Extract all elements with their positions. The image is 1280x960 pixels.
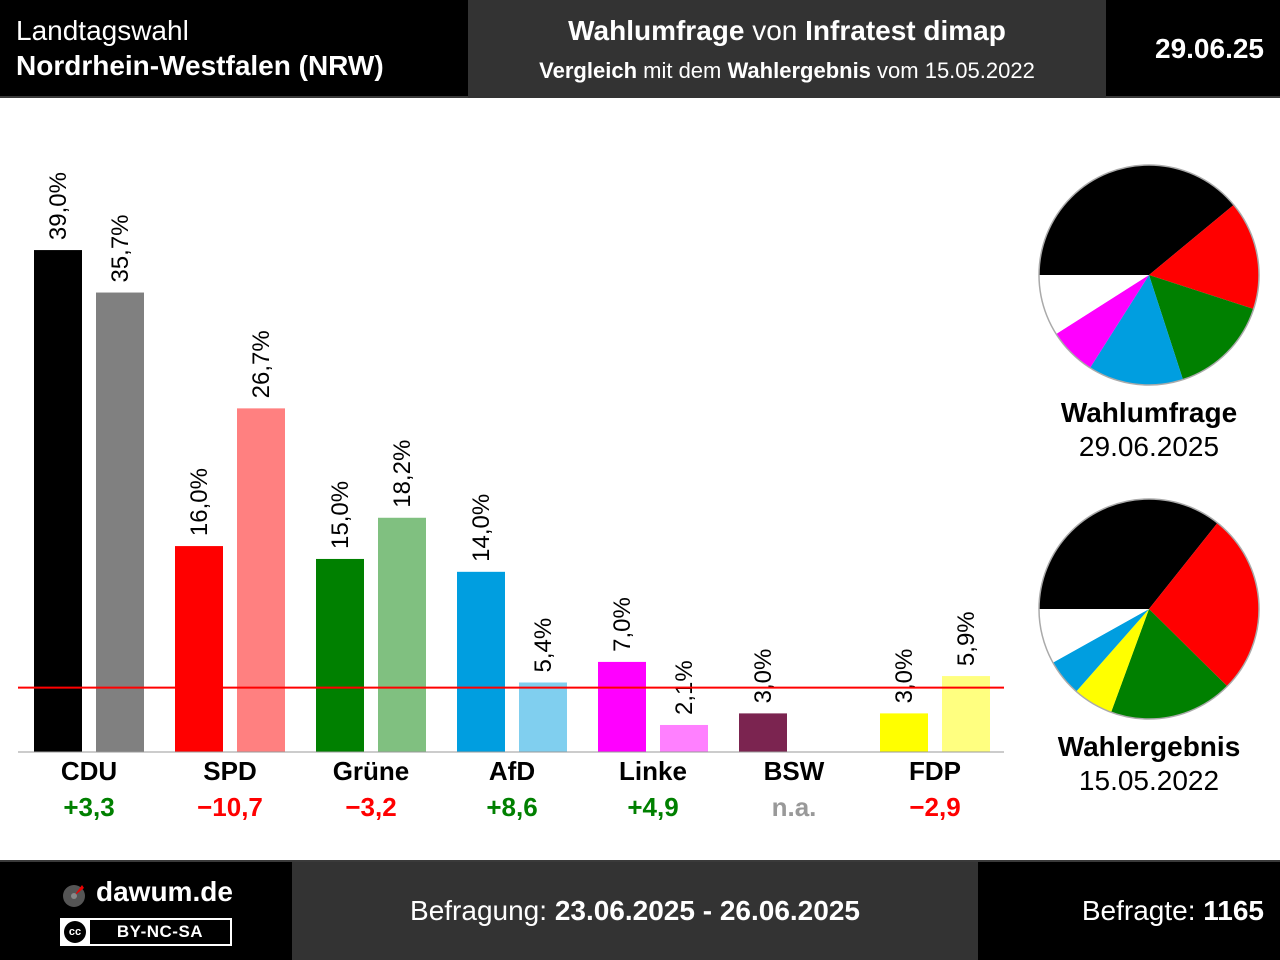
bar-label-gruene-result: 18,2% bbox=[389, 440, 416, 508]
bar-gruene-result bbox=[378, 517, 426, 752]
bar-cdu-poll bbox=[34, 250, 82, 752]
pie-outline-poll bbox=[1038, 164, 1260, 386]
pie-slice-result-afd bbox=[1052, 609, 1149, 692]
bar-label-gruene-poll: 15,0% bbox=[327, 481, 354, 549]
bar-label-cdu-result: 35,7% bbox=[107, 214, 134, 282]
poll-headline: Wahlumfrage von Infratest dimap bbox=[468, 14, 1106, 48]
category-label-bsw: BSW bbox=[764, 756, 825, 786]
bar-fdp-poll bbox=[880, 713, 928, 752]
bar-bsw-poll bbox=[739, 713, 787, 752]
election-region: Nordrhein-Westfalen (NRW) bbox=[16, 50, 384, 81]
footer: dawum.de cc BY-NC-SA Befragung: 23.06.20… bbox=[0, 860, 1280, 960]
license-text: BY-NC-SA bbox=[90, 920, 230, 944]
bar-label-spd-poll: 16,0% bbox=[186, 468, 213, 536]
bar-label-fdp-poll: 3,0% bbox=[891, 649, 918, 704]
pie-date-result: 15.05.2022 bbox=[1078, 765, 1220, 796]
diff-label-spd: −10,7 bbox=[197, 792, 263, 822]
category-label-cdu: CDU bbox=[61, 756, 117, 786]
bar-label-linke-poll: 7,0% bbox=[609, 597, 636, 652]
poll-subline: Vergleich mit dem Wahlergebnis vom 15.05… bbox=[468, 56, 1106, 86]
bar-linke-result bbox=[660, 724, 708, 752]
respondents-label: Befragte: bbox=[1081, 895, 1204, 926]
bar-label-spd-result: 26,7% bbox=[248, 330, 275, 398]
bar-label-afd-poll: 14,0% bbox=[468, 494, 495, 562]
pie-slice-poll-linke bbox=[1056, 275, 1149, 368]
diff-label-bsw: n.a. bbox=[772, 792, 817, 822]
respondents-count: 1165 bbox=[1203, 895, 1264, 926]
pie-slice-poll-spd bbox=[1149, 204, 1259, 309]
bar-chart: 39,0% 35,7% CDU +3,3 16,0% 26,7% SPD −10,7 15,0%… bbox=[18, 172, 1004, 822]
diff-label-fdp: −2,9 bbox=[909, 792, 960, 822]
pie-chart-result bbox=[1038, 498, 1260, 720]
diff-label-cdu: +3,3 bbox=[63, 792, 114, 822]
poll-subline-bold1: Vergleich bbox=[539, 58, 638, 83]
diff-label-afd: +8,6 bbox=[486, 792, 537, 822]
bar-afd-result bbox=[519, 682, 567, 752]
survey-dates: 23.06.2025 - 26.06.2025 bbox=[554, 895, 860, 926]
bar-gruene-poll bbox=[316, 558, 364, 752]
pie-outline-result bbox=[1038, 498, 1260, 720]
pollster-name: Infratest dimap bbox=[805, 15, 1006, 46]
category-label-gruene: Grüne bbox=[333, 756, 410, 786]
survey-label: Befragung: bbox=[410, 895, 555, 926]
diff-label-linke: +4,9 bbox=[627, 792, 678, 822]
pie-slice-result-fdp bbox=[1076, 609, 1149, 713]
category-label-linke: Linke bbox=[619, 756, 687, 786]
pie-title-poll: Wahlumfrage bbox=[1060, 397, 1238, 428]
license-badge[interactable]: cc BY-NC-SA bbox=[60, 918, 232, 946]
poll-subline-bold2: Wahlergebnis bbox=[727, 58, 871, 83]
pie-slice-poll-gruene bbox=[1149, 275, 1254, 380]
poll-date: 29.06.25 bbox=[1155, 33, 1264, 64]
poll-subline-mid: mit dem bbox=[637, 58, 728, 83]
survey-period: Befragung: 23.06.2025 - 26.06.2025 bbox=[292, 862, 978, 960]
pie-slice-poll-afd bbox=[1090, 275, 1183, 385]
category-label-fdp: FDP bbox=[909, 756, 961, 786]
gauge-icon bbox=[63, 885, 85, 907]
pie-label-poll: Wahlumfrage 29.06.2025 bbox=[1020, 396, 1278, 464]
bar-cdu-result bbox=[96, 292, 144, 752]
bar-spd-poll bbox=[175, 546, 223, 752]
poll-headline-bold1: Wahlumfrage bbox=[568, 15, 745, 46]
pie-slice-poll-rest bbox=[1039, 275, 1149, 334]
bar-afd-poll bbox=[457, 571, 505, 752]
bar-label-afd-result: 5,4% bbox=[530, 618, 557, 673]
bar-label-fdp-result: 5,9% bbox=[953, 611, 980, 666]
site-name: dawum.de bbox=[96, 876, 233, 907]
election-title: Landtagswahl Nordrhein-Westfalen (NRW) bbox=[16, 14, 384, 84]
diff-label-gruene: −3,2 bbox=[345, 792, 396, 822]
category-label-afd: AfD bbox=[489, 756, 535, 786]
category-label-spd: SPD bbox=[203, 756, 256, 786]
bar-spd-result bbox=[237, 408, 285, 752]
bar-label-cdu-poll: 39,0% bbox=[45, 172, 72, 240]
pie-label-result: Wahlergebnis 15.05.2022 bbox=[1020, 730, 1278, 798]
cc-icon: cc bbox=[64, 921, 86, 943]
poll-headline-mid: von bbox=[744, 15, 806, 46]
poll-subline-end: vom 15.05.2022 bbox=[870, 58, 1035, 83]
pie-date-poll: 29.06.2025 bbox=[1078, 431, 1220, 462]
pie-slice-result-cdu bbox=[1039, 499, 1218, 609]
header: Landtagswahl Nordrhein-Westfalen (NRW) W… bbox=[0, 0, 1280, 98]
pie-slice-result-gruene bbox=[1111, 609, 1228, 719]
bar-linke-poll bbox=[598, 661, 646, 752]
pie-slice-result-spd bbox=[1149, 522, 1259, 687]
bar-label-bsw-poll: 3,0% bbox=[750, 649, 777, 704]
pie-slice-poll-cdu bbox=[1039, 165, 1234, 275]
bar-fdp-result bbox=[942, 676, 990, 752]
poll-title: Wahlumfrage von Infratest dimap Vergleic… bbox=[468, 0, 1106, 98]
election-type: Landtagswahl bbox=[16, 15, 189, 46]
pie-chart-poll bbox=[1038, 164, 1260, 386]
respondents: Befragte: 1165 bbox=[1082, 862, 1264, 960]
pie-title-result: Wahlergebnis bbox=[1057, 731, 1241, 762]
pie-slice-result-rest bbox=[1039, 609, 1149, 663]
